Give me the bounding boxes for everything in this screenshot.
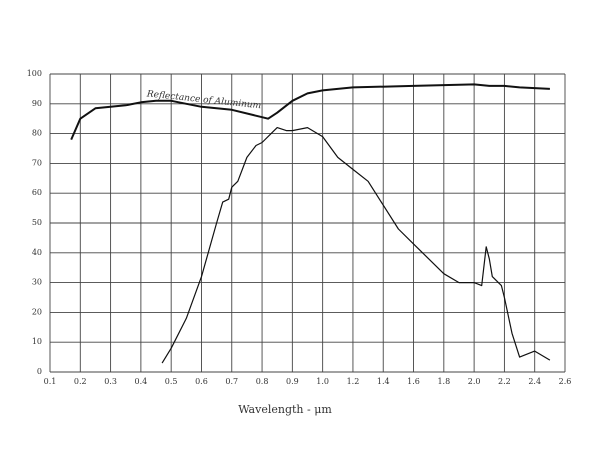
x-tick-label: 1.6	[407, 377, 420, 386]
x-tick-label: 2.2	[498, 377, 511, 386]
y-tick-label: 90	[32, 99, 42, 108]
y-tick-label: 50	[32, 218, 42, 227]
x-tick-label: 2.4	[528, 377, 541, 386]
x-tick-label: 0.4	[135, 377, 148, 386]
x-axis-label: Wavelength - μm	[238, 403, 332, 416]
x-tick-label: 2.6	[559, 377, 572, 386]
x-tick-label: 1.2	[347, 377, 360, 386]
x-tick-label: 0.2	[74, 377, 87, 386]
x-tick-label: 1.0	[316, 377, 329, 386]
x-tick-label: 0.3	[104, 377, 117, 386]
x-tick-label: 1.8	[437, 377, 450, 386]
y-tick-label: 40	[32, 248, 42, 257]
x-tick-label: 0.8	[256, 377, 269, 386]
x-tick-label: 0.9	[286, 377, 299, 386]
x-tick-label: 0.5	[165, 377, 178, 386]
y-tick-label: 0	[37, 367, 42, 376]
x-tick-label: 2.0	[468, 377, 481, 386]
y-tick-label: 20	[32, 307, 42, 316]
y-tick-label: 100	[27, 69, 42, 78]
y-tick-label: 70	[32, 158, 42, 167]
x-tick-label: 0.6	[195, 377, 208, 386]
y-tick-label: 10	[32, 337, 42, 346]
curve-annotation: Reflectance of Aluminum	[145, 89, 261, 111]
data-line	[70, 83, 550, 140]
x-tick-label: 0.1	[44, 377, 57, 386]
y-tick-label: 30	[32, 278, 42, 287]
data-line	[161, 127, 551, 364]
x-tick-label: 1.4	[377, 377, 390, 386]
x-tick-label: 0.7	[225, 377, 238, 386]
y-tick-label: 80	[32, 129, 42, 138]
y-tick-label: 60	[32, 188, 42, 197]
